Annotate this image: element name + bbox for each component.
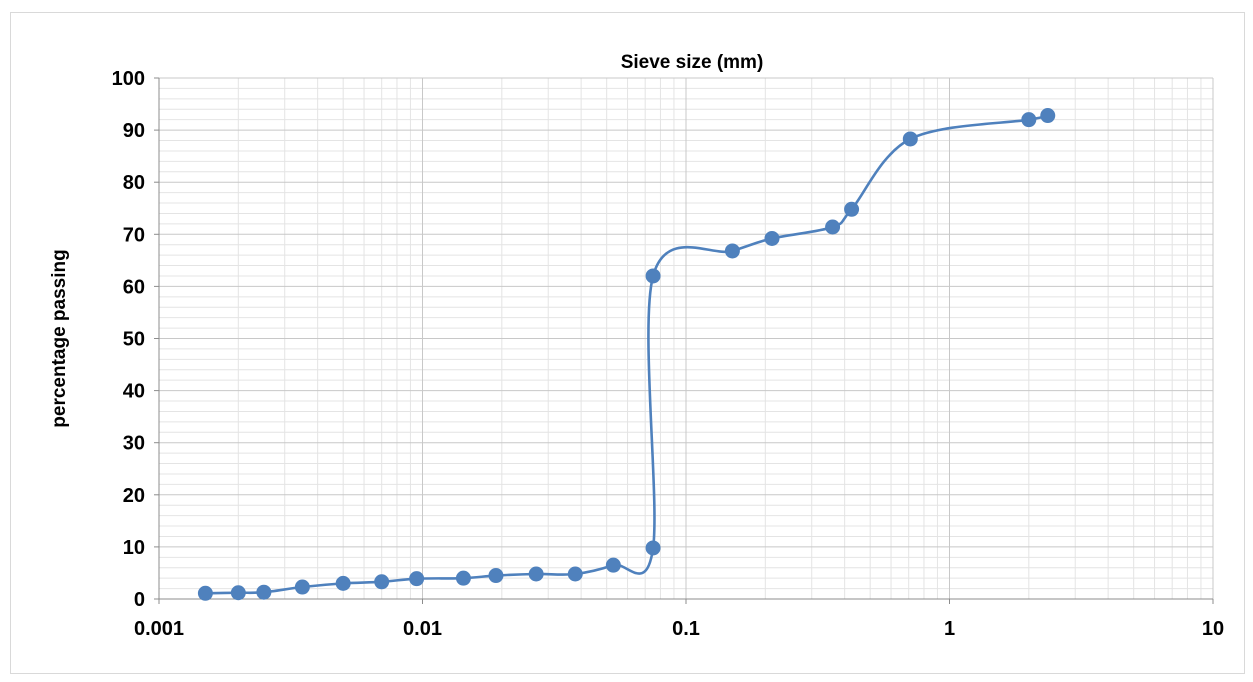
grid-layer [158, 77, 1214, 600]
axis-layer [154, 77, 1214, 604]
x-tick-label: 0.01 [403, 618, 442, 640]
x-tick-label: 10 [1202, 618, 1224, 640]
data-point [230, 585, 246, 601]
data-point [488, 568, 504, 584]
data-point [455, 570, 471, 586]
y-tick-label: 80 [123, 172, 145, 194]
y-tick-label: 30 [123, 433, 145, 455]
data-point [1040, 108, 1056, 124]
marker-layer [197, 108, 1056, 601]
x-axis-title: Sieve size (mm) [621, 52, 764, 73]
label-layer: Sieve size (mm) percentage passing 0 10 20… [49, 52, 1224, 640]
data-point [409, 571, 425, 587]
series-line [205, 114, 1049, 595]
chart-frame: Sieve size (mm) percentage passing 0 10 20… [10, 12, 1245, 674]
y-tick-label: 90 [123, 120, 145, 142]
data-point [825, 219, 841, 235]
y-tick-label: 10 [123, 537, 145, 559]
data-point [335, 575, 351, 591]
y-tick-label: 50 [123, 329, 145, 351]
y-tick-label: 20 [123, 485, 145, 507]
data-point [256, 584, 272, 600]
data-point [645, 540, 661, 556]
curve-layer [205, 114, 1049, 595]
y-axis-title: percentage passing [49, 249, 70, 427]
data-point [764, 230, 780, 246]
data-point [724, 243, 740, 259]
y-tick-label: 40 [123, 381, 145, 403]
gradation-chart: Sieve size (mm) percentage passing 0 10 20… [49, 52, 1224, 640]
data-point [1021, 112, 1037, 128]
y-tick-label: 100 [112, 68, 145, 90]
y-tick-label: 60 [123, 276, 145, 298]
x-tick-label: 1 [944, 618, 955, 640]
data-point [902, 131, 918, 147]
data-point [605, 557, 621, 573]
data-point [374, 574, 390, 590]
y-tick-label: 0 [134, 589, 145, 611]
data-point [844, 201, 860, 217]
data-point [294, 579, 310, 595]
data-point [197, 585, 213, 601]
data-point [567, 566, 583, 582]
x-tick-label: 0.001 [134, 618, 184, 640]
y-tick-label: 70 [123, 224, 145, 246]
data-point [645, 268, 661, 284]
data-point [528, 566, 544, 582]
x-tick-label: 0.1 [672, 618, 700, 640]
